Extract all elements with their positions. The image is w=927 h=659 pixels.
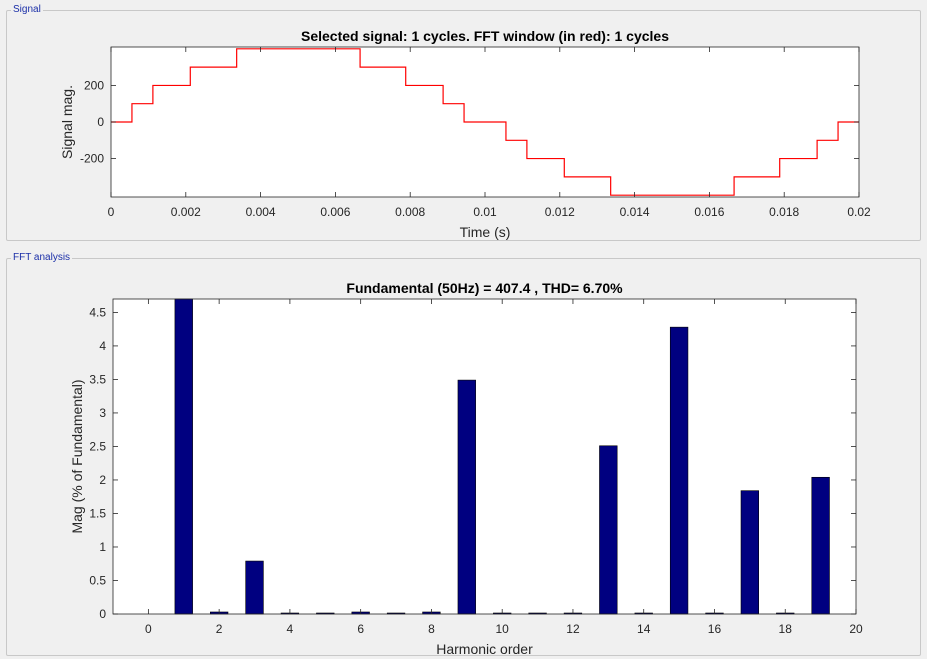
bar-harmonic-15 <box>669 326 689 615</box>
y-axis-label: Mag (% of Fundamental) <box>69 379 85 533</box>
y-tick-label: 4.5 <box>89 305 106 319</box>
x-tick-label: 0.02 <box>847 205 871 219</box>
bar-harmonic-1 <box>174 298 193 615</box>
bar-harmonic-9 <box>457 379 476 615</box>
x-tick-label: 2 <box>216 622 223 636</box>
x-tick-label: 0.008 <box>395 205 425 219</box>
y-tick-label: 0 <box>97 115 104 129</box>
bar-harmonic-19 <box>811 476 830 615</box>
x-tick-label: 14 <box>637 622 651 636</box>
x-tick-label: 10 <box>496 622 510 636</box>
x-tick-label: 8 <box>428 622 435 636</box>
signal-panel-label: Signal <box>11 4 43 16</box>
chart-title: Selected signal: 1 cycles. FFT window (i… <box>301 28 669 44</box>
x-axis-label: Harmonic order <box>436 641 533 657</box>
fft-panel-label: FFT analysis <box>11 252 73 264</box>
x-tick-label: 0 <box>108 205 115 219</box>
y-tick-label: 0.5 <box>89 573 106 587</box>
y-tick-label: 200 <box>84 78 104 92</box>
bar-harmonic-17 <box>740 490 760 615</box>
x-tick-label: 0.012 <box>545 205 575 219</box>
chart-title: Fundamental (50Hz) = 407.4 , THD= 6.70% <box>346 280 623 296</box>
y-axis-label: Signal mag. <box>59 85 75 159</box>
x-tick-label: 20 <box>849 622 863 636</box>
y-tick-label: 1 <box>99 540 106 554</box>
x-tick-label: 0.014 <box>620 205 650 219</box>
x-axis-label: Time (s) <box>460 224 511 240</box>
plot-area <box>113 299 856 614</box>
y-tick-label: -200 <box>80 152 104 166</box>
y-tick-label: 2.5 <box>89 439 106 453</box>
x-tick-label: 0.002 <box>171 205 201 219</box>
axes-box <box>112 298 857 615</box>
x-tick-label: 16 <box>708 622 722 636</box>
y-tick-label: 1.5 <box>89 506 106 520</box>
x-tick-label: 6 <box>357 622 364 636</box>
x-tick-label: 0.004 <box>246 205 276 219</box>
x-tick-label: 4 <box>287 622 294 636</box>
y-tick-label: 0 <box>99 607 106 621</box>
signal-series-line <box>111 48 859 196</box>
bar-harmonic-3 <box>245 560 264 615</box>
x-tick-label: 0.016 <box>694 205 724 219</box>
y-tick-label: 3 <box>99 406 106 420</box>
y-tick-label: 3.5 <box>89 372 106 386</box>
y-tick-label: 2 <box>99 473 106 487</box>
x-tick-label: 0 <box>145 622 152 636</box>
x-tick-label: 0.006 <box>320 205 350 219</box>
x-tick-label: 0.01 <box>473 205 497 219</box>
x-tick-label: 12 <box>566 622 580 636</box>
x-tick-label: 0.018 <box>769 205 799 219</box>
bar-harmonic-13 <box>599 445 618 615</box>
x-tick-label: 18 <box>779 622 793 636</box>
y-tick-label: 4 <box>99 339 106 353</box>
